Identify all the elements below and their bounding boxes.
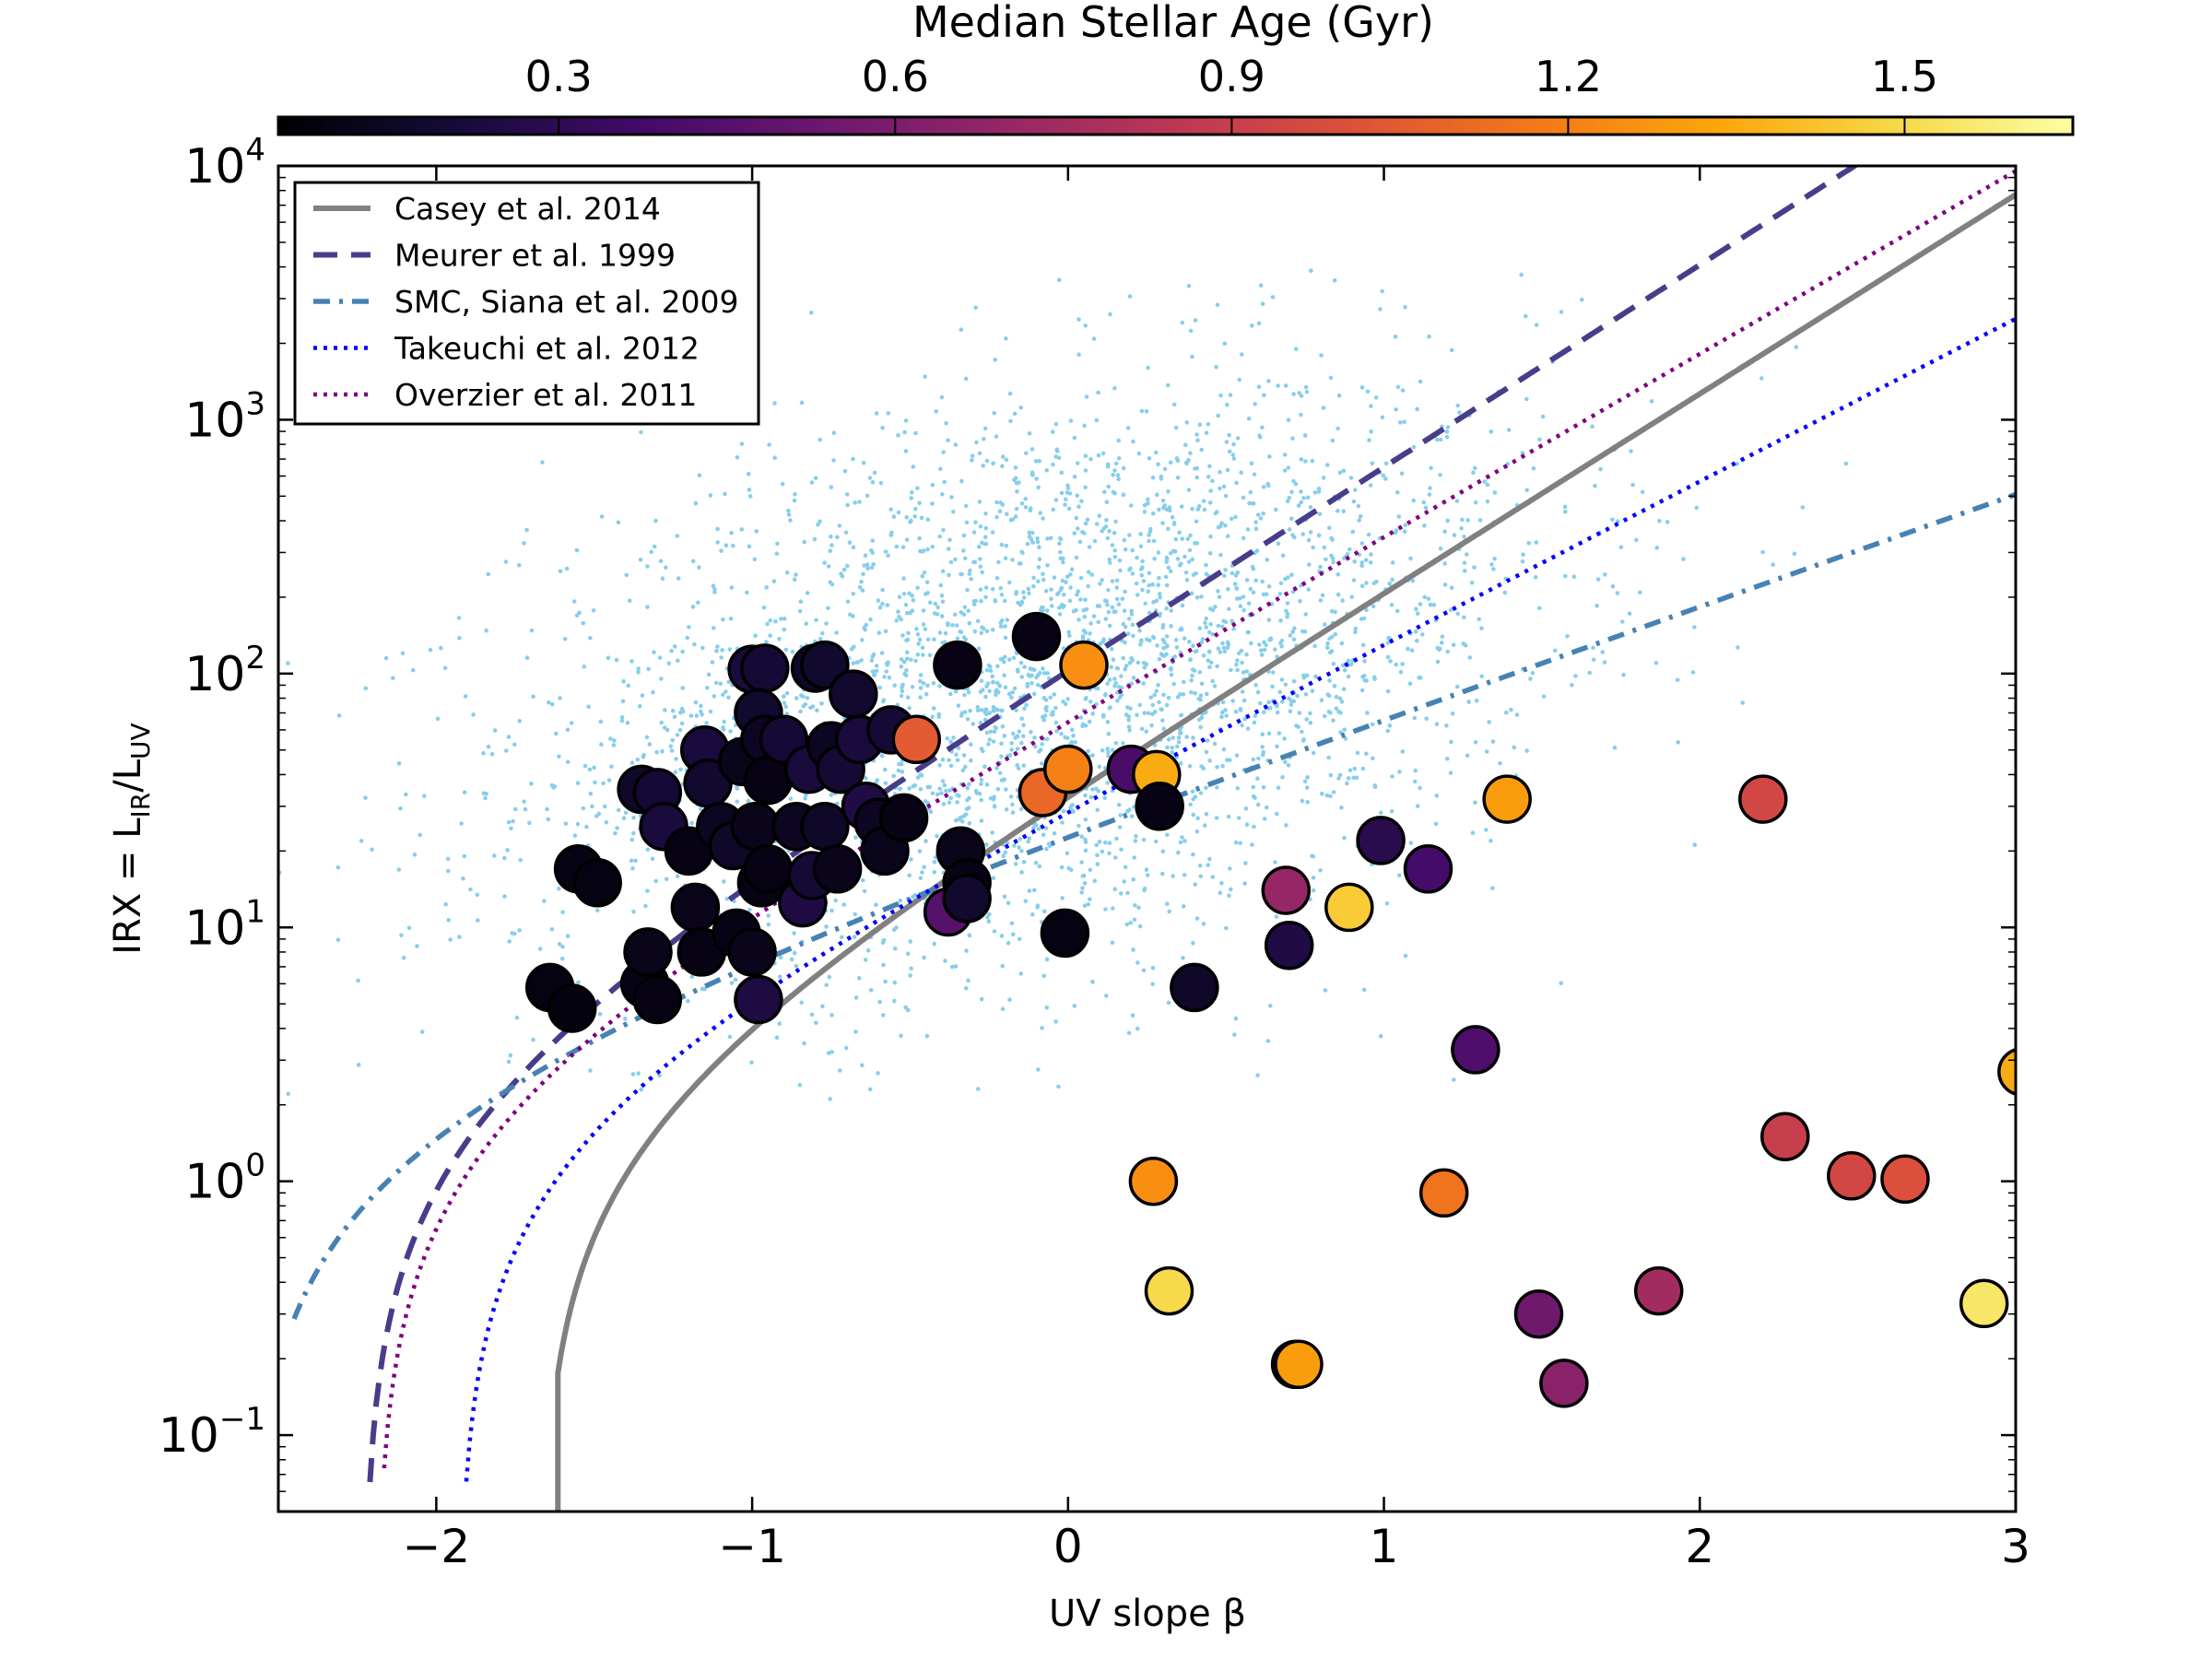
colorbar-ticks: 0.3 0.6 0.9 1.2 1.5 — [525, 52, 1938, 135]
x-tick-label: 2 — [1685, 1520, 1714, 1573]
colorbar-tick-label: 0.6 — [862, 52, 929, 101]
galaxy-point — [1324, 882, 1374, 933]
legend: Casey et al. 2014 Meurer et al. 1999 SMC, … — [293, 181, 760, 426]
galaxy-point — [829, 669, 878, 719]
galaxy-point — [1264, 920, 1314, 971]
galaxy-point — [812, 844, 863, 894]
x-tick-label: −2 — [403, 1520, 471, 1573]
galaxy-point — [891, 714, 942, 765]
galaxy-point — [1261, 865, 1312, 915]
axes-frame — [276, 164, 2018, 1513]
galaxy-point — [623, 927, 673, 977]
legend-label: SMC, Siana et al. 2009 — [394, 284, 739, 320]
galaxy-point — [1738, 774, 1788, 824]
colorbar-tick-label: 0.3 — [525, 52, 593, 101]
x-axis-label: UV slope β — [1049, 1593, 1246, 1635]
galaxy-point — [1059, 640, 1109, 690]
x-tick-label: 1 — [1370, 1520, 1399, 1573]
galaxy-point — [1144, 1265, 1194, 1316]
galaxy-point — [1760, 1112, 1810, 1161]
colorbar-tick-label: 1.5 — [1871, 52, 1938, 101]
legend-frame — [293, 181, 760, 426]
galaxy-point — [547, 983, 597, 1033]
galaxy-point — [1633, 1265, 1684, 1316]
colorbar-bar — [276, 115, 2075, 136]
galaxy-point — [878, 793, 929, 843]
x-tick-label: 3 — [2001, 1520, 2030, 1573]
colorbar-tick-label: 1.2 — [1535, 52, 1602, 101]
colorbar-tick-label: 0.9 — [1198, 52, 1265, 101]
galaxy-point — [1170, 962, 1219, 1013]
galaxy-point — [1880, 1154, 1930, 1205]
galaxy-point — [740, 643, 790, 693]
galaxy-point — [727, 927, 777, 977]
y-axis-label: IRX = LIR/LUV — [107, 723, 156, 954]
x-tick-label: −1 — [718, 1520, 786, 1573]
legend-label: Overzier et al. 2011 — [394, 377, 697, 413]
y-tick-label: 101 — [184, 893, 265, 956]
y-tick-label: 102 — [184, 640, 265, 702]
galaxy-point — [670, 882, 721, 933]
y-tick-label: 100 — [184, 1147, 265, 1210]
galaxy-point — [572, 858, 622, 908]
galaxy-point — [1827, 1151, 1877, 1201]
galaxy-point — [1451, 1025, 1500, 1075]
galaxy-point — [1043, 744, 1093, 794]
galaxy-point — [1403, 844, 1453, 894]
legend-label: Meurer et al. 1999 — [394, 238, 676, 274]
x-tick-label: 0 — [1053, 1520, 1083, 1573]
galaxy-point — [1997, 1048, 2016, 1096]
galaxy-point — [1513, 1288, 1564, 1339]
galaxy-point — [800, 801, 850, 852]
galaxy-point — [1539, 1359, 1589, 1408]
y-tick-label: 10−1 — [159, 1401, 265, 1464]
galaxy-point — [730, 801, 781, 852]
plot-area: −2 −1 0 1 2 3 10−1 100 101 102 103 104 — [159, 132, 2030, 1573]
colorbar-title: Median Stellar Age (Gyr) — [912, 0, 1434, 47]
legend-label: Takeuchi et al. 2012 — [394, 331, 700, 367]
galaxy-point — [1482, 774, 1532, 824]
galaxy-point — [1959, 1278, 2009, 1329]
model-curve — [464, 316, 2016, 1482]
galaxy-point — [734, 974, 783, 1025]
colorbar: Median Stellar Age (Gyr) 0.3 0.6 0.9 1.2 1.5 — [276, 0, 2075, 136]
galaxy-point — [1128, 1156, 1179, 1206]
galaxy-point — [1011, 611, 1062, 662]
galaxy-point — [1040, 908, 1090, 959]
galaxy-point — [1135, 782, 1184, 831]
galaxy-point — [743, 755, 793, 806]
galaxy-point — [1418, 1168, 1469, 1218]
axis-ticks: −2 −1 0 1 2 3 10−1 100 101 102 103 104 — [159, 132, 2030, 1573]
galaxy-point — [942, 874, 992, 924]
legend-entries: Casey et al. 2014 Meurer et al. 1999 SMC, … — [313, 191, 739, 413]
galaxy-point — [743, 844, 793, 894]
y-tick-label: 104 — [184, 132, 265, 194]
model-curve — [555, 191, 2016, 1512]
galaxy-point — [1274, 1339, 1324, 1390]
y-tick-label: 103 — [184, 385, 265, 448]
galaxy-points — [524, 611, 2016, 1408]
legend-label: Casey et al. 2014 — [394, 191, 661, 227]
galaxy-point — [933, 640, 982, 690]
galaxy-point — [632, 974, 683, 1025]
galaxy-point — [1356, 816, 1406, 865]
